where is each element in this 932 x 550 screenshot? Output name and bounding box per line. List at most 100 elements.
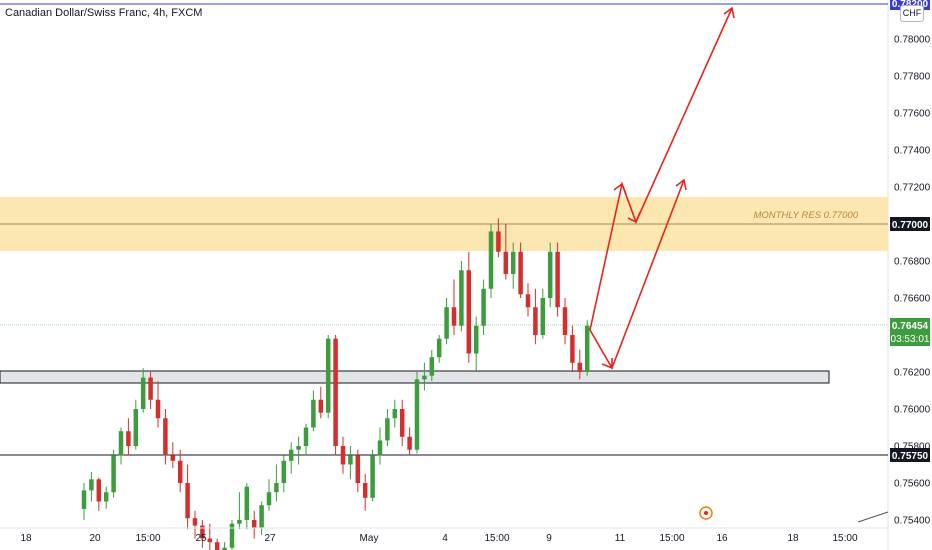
candle [103, 486, 109, 509]
time-tick-0: 18 [20, 533, 32, 544]
candle-body [414, 379, 420, 450]
candle-body [540, 298, 546, 335]
time-tick-1: 20 [89, 533, 101, 544]
candle-body [81, 490, 87, 509]
candle-body [392, 409, 398, 419]
candle [525, 283, 531, 317]
candle-body [385, 418, 390, 441]
candle-body [103, 492, 109, 502]
candle [377, 427, 383, 465]
candle-body [126, 431, 131, 446]
candle-body [370, 455, 375, 498]
candle [466, 251, 472, 363]
monthly-res-label: MONTHLY RES 0.77000 [753, 210, 858, 221]
candle [133, 399, 139, 450]
candle-body [259, 505, 264, 528]
candle [562, 298, 568, 345]
price-tick-11: 0.75400 [894, 516, 931, 527]
candle [451, 279, 457, 335]
candle-body [222, 547, 227, 550]
candle-body [177, 460, 183, 483]
candle [96, 477, 102, 511]
candle-body [518, 251, 523, 295]
candle [370, 449, 375, 502]
candle [333, 335, 338, 456]
candle-body [207, 538, 213, 543]
price-tick-3: 0.77400 [894, 146, 931, 157]
candle [348, 446, 353, 480]
time-tick-11: 16 [716, 533, 728, 544]
candle-body [473, 325, 479, 354]
candle-body [377, 440, 383, 456]
candle-body [163, 418, 168, 456]
time-tick-9: 11 [615, 533, 626, 544]
candle [570, 325, 575, 372]
candle [89, 471, 94, 502]
candle [126, 418, 131, 456]
candle [518, 242, 523, 298]
candle [340, 436, 346, 474]
candle-body [89, 479, 94, 491]
candle [540, 288, 546, 339]
candle-body [244, 486, 250, 520]
candle-body [451, 307, 457, 326]
candles-group [81, 218, 590, 550]
price-tick-7: 0.76200 [894, 368, 931, 379]
candle [155, 381, 161, 428]
candle-body [303, 427, 309, 446]
candle-body [570, 335, 575, 363]
time-tick-2: 15:00 [135, 533, 160, 544]
candle-body [562, 307, 568, 335]
price-tick-labels: 0.78000 0.77800 0.77600 0.77400 0.77200 0.768… [894, 35, 931, 527]
candle-body [148, 377, 153, 400]
candle [311, 390, 316, 432]
candle [244, 483, 250, 530]
candle [459, 261, 464, 332]
candle-body [237, 520, 242, 524]
candle [422, 362, 427, 391]
arrowhead-3 [627, 211, 641, 224]
candle [496, 218, 501, 258]
time-tick-5: May [360, 533, 379, 544]
candle-body [185, 483, 190, 519]
time-tick-7: 15:00 [484, 533, 509, 544]
candle [473, 316, 479, 372]
candle [170, 442, 176, 469]
candle-body [133, 409, 139, 446]
candle-body [192, 518, 198, 526]
candle-body [340, 446, 346, 465]
candle-body [547, 251, 553, 298]
time-tick-12: 18 [787, 533, 799, 544]
event-marker-icon[interactable] [699, 506, 713, 520]
candle [444, 298, 449, 345]
candle-body [214, 542, 220, 550]
candle [177, 449, 183, 493]
price-tick-6: 0.76600 [894, 294, 931, 305]
candle [399, 399, 405, 446]
candle [510, 242, 516, 289]
candle [488, 224, 494, 298]
time-tick-10: 15:00 [659, 533, 684, 544]
candle [325, 335, 331, 419]
candle-body [318, 399, 324, 413]
candle [140, 368, 146, 413]
arrowhead-5 [601, 358, 613, 370]
candle-body [459, 270, 464, 326]
candle [303, 423, 309, 456]
time-tick-3: 25 [195, 533, 207, 544]
candle-body [111, 455, 116, 493]
chart-title: Canadian Dollar/Swiss Franc, 4h, FXCM [5, 7, 203, 19]
candle [503, 224, 509, 280]
support-zone[interactable] [0, 370, 830, 384]
candle-body [436, 338, 442, 358]
candle [584, 320, 590, 376]
candle-body [407, 436, 412, 450]
candle [111, 449, 116, 498]
candle [392, 399, 398, 428]
price-tick-5: 0.76800 [894, 257, 931, 268]
trendline[interactable] [857, 511, 889, 523]
projection-arrows[interactable] [589, 6, 735, 370]
time-tick-labels: 18 20 15:00 25 27 May 4 15:00 9 11 15:00 16 18 15:00 [20, 533, 858, 544]
currency-badge[interactable]: CHF [900, 5, 924, 22]
